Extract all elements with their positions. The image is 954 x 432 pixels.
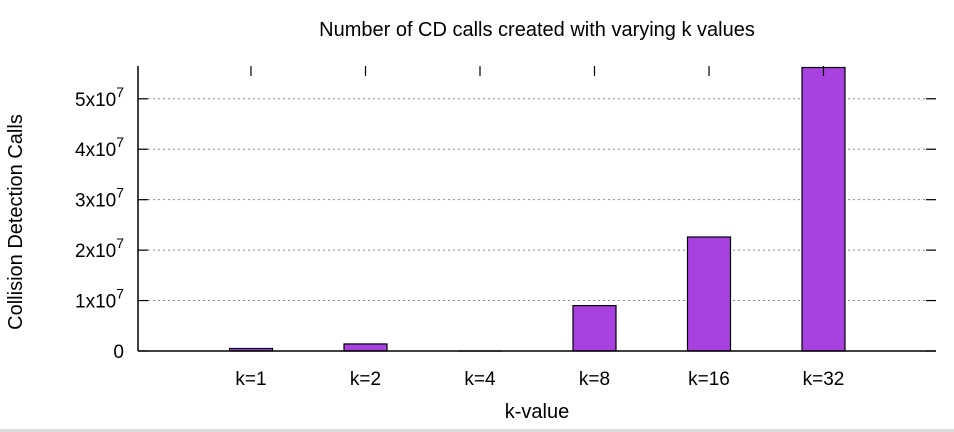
y-tick-label: 3x107 <box>75 185 124 212</box>
x-tick-label: k=2 <box>350 369 381 390</box>
x-axis-label: k-value <box>505 401 569 423</box>
bar-k=8 <box>572 305 617 352</box>
x-tick-label: k=8 <box>579 369 610 390</box>
y-axis-label: Collision Detection Calls <box>5 114 27 330</box>
y-tick-label: 5x107 <box>75 84 124 111</box>
x-tick-label: k=16 <box>688 369 730 390</box>
bar-k=2 <box>343 343 388 352</box>
x-tick-label: k=4 <box>464 369 496 390</box>
bar-k=16 <box>686 236 732 352</box>
y-tick-labels: 0 1x107 2x107 3x107 4x107 5x107 <box>75 84 124 363</box>
chart-title: Number of CD calls created with varying … <box>319 19 755 41</box>
ticks <box>137 66 936 352</box>
x-tick-label: k=1 <box>235 369 266 390</box>
bottom-rule <box>0 429 954 432</box>
x-tick-label: k=32 <box>803 369 845 390</box>
bar-k=32 <box>801 66 846 352</box>
y-tick-label: 0 <box>113 342 124 363</box>
y-tick-label: 1x107 <box>75 286 124 313</box>
y-tick-label: 4x107 <box>75 134 124 161</box>
x-tick-labels: k=1 k=2 k=4 k=8 k=16 k=32 <box>235 369 844 390</box>
bars <box>228 66 846 352</box>
y-tick-label: 2x107 <box>75 235 124 262</box>
